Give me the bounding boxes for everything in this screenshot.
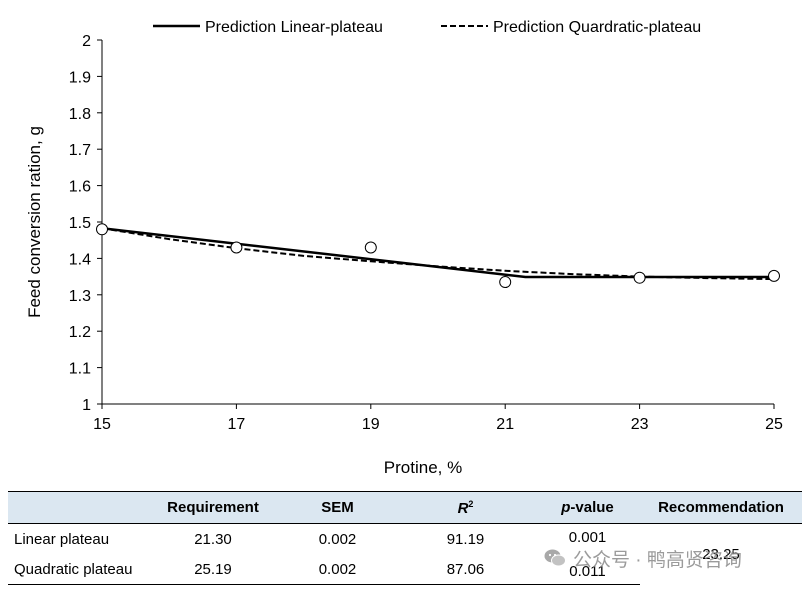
- y-tick-label: 1: [82, 397, 91, 414]
- table-header-row: Requirement SEM R2 p-value Recommendatio…: [8, 491, 802, 524]
- cell-sem-linear: 0.002: [318, 530, 357, 548]
- y-tick-label: 1.8: [69, 106, 91, 123]
- header-pvalue-rest: -value: [570, 499, 614, 516]
- legend-quadratic-label: Prediction Quardratic-plateau: [493, 19, 701, 36]
- y-tick-label: 1.6: [69, 179, 91, 196]
- feed-conversion-chart: Prediction Linear-plateau Prediction Qua…: [25, 19, 783, 477]
- results-table-wrap: Requirement SEM R2 p-value Recommendatio…: [8, 491, 802, 585]
- y-tick-label: 1.2: [69, 324, 91, 341]
- y-tick-label: 1.3: [69, 288, 91, 305]
- header-r2-symbol: R: [457, 499, 469, 517]
- x-tick-label: 25: [765, 416, 783, 433]
- x-tick-label: 15: [93, 416, 111, 433]
- y-ticks: 1 1.1 1.2 1.3 1.4 1.5 1.6 1.7 1.8 1.9 2: [69, 33, 102, 414]
- row-label-linear: Linear plateau: [14, 530, 110, 548]
- header-p-symbol: p: [561, 499, 571, 516]
- y-axis-label: Feed conversion ration, g: [25, 126, 44, 318]
- x-tick-label: 21: [496, 416, 514, 433]
- y-tick-label: 1.1: [69, 361, 91, 378]
- pvalue-linear-text: 0.001: [568, 528, 607, 546]
- cell-requirement-quadratic: 25.19: [147, 554, 279, 585]
- cell-r2-quadratic: 87.06: [396, 554, 535, 585]
- x-tick-label: 19: [362, 416, 380, 433]
- header-pvalue: p-value: [535, 491, 640, 524]
- cell-recommendation: 23.25: [702, 545, 740, 563]
- quadratic-plateau-line: [101, 227, 775, 281]
- header-requirement: Requirement: [147, 491, 279, 524]
- cell-sem-quadratic: 0.002: [279, 554, 396, 585]
- header-recommendation: Recommendation: [640, 491, 802, 524]
- table-row: Linear plateau 21.30 0.002 91.19 0.001 2…: [8, 524, 802, 563]
- observed-point: [230, 241, 243, 254]
- y-tick-label: 2: [82, 33, 91, 50]
- row-label-quadratic: Quadratic plateau: [8, 554, 147, 585]
- x-tick-label: 23: [631, 416, 649, 433]
- header-r2-superscript: 2: [468, 498, 474, 509]
- pvalue-quadratic-text: 0.011: [569, 562, 606, 580]
- x-ticks: 15 17 19 21 23 25: [93, 404, 783, 433]
- results-table: Requirement SEM R2 p-value Recommendatio…: [8, 491, 802, 585]
- y-tick-label: 1.7: [69, 142, 91, 159]
- y-tick-label: 1.5: [69, 215, 91, 232]
- table-row: Quadratic plateau 25.19 0.002 87.06 0.01…: [8, 554, 802, 585]
- y-tick-label: 1.4: [69, 251, 91, 268]
- header-sem: SEM: [279, 491, 396, 524]
- observed-point: [96, 223, 108, 236]
- observed-points: [96, 223, 780, 289]
- legend: Prediction Linear-plateau Prediction Qua…: [153, 19, 701, 36]
- cell-r2-linear: 91.19: [446, 530, 485, 548]
- y-tick-label: 1.9: [69, 69, 91, 86]
- observed-point: [364, 241, 377, 254]
- cell-requirement-linear: 21.30: [194, 530, 232, 548]
- cell-pvalue-linear: 0.001: [535, 524, 640, 555]
- linear-plateau-line: [101, 226, 774, 279]
- observed-point: [499, 276, 512, 289]
- x-tick-label: 17: [228, 416, 246, 433]
- legend-linear-label: Prediction Linear-plateau: [205, 19, 383, 36]
- x-axis-label: Protine, %: [384, 458, 462, 477]
- cell-pvalue-quadratic: 0.011: [535, 554, 640, 585]
- observed-point: [633, 271, 646, 284]
- series-layer: [101, 226, 775, 281]
- header-empty: [8, 491, 147, 524]
- observed-point: [768, 269, 780, 282]
- header-r2: R2: [396, 491, 535, 524]
